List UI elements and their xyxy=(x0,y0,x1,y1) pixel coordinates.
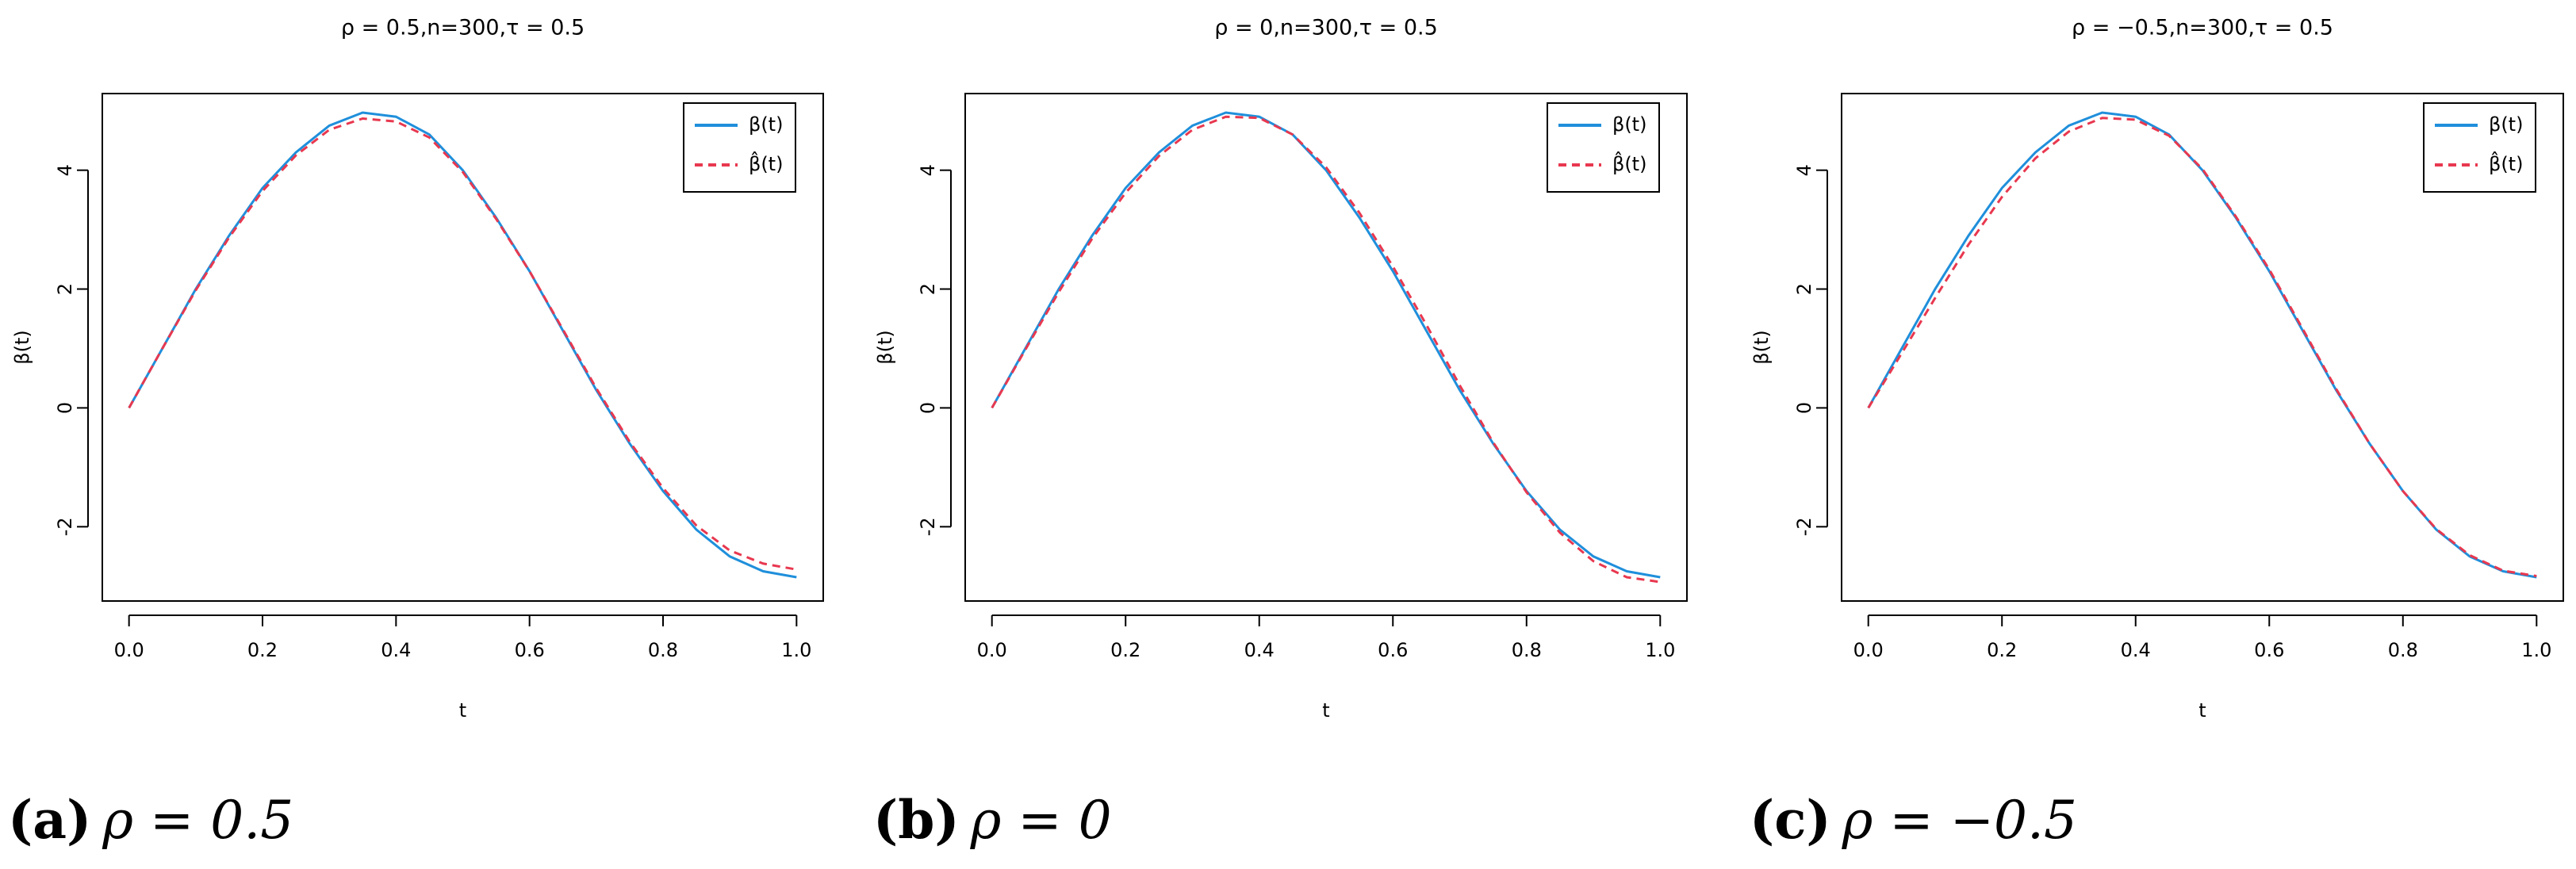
x-tick-label: 0.8 xyxy=(1512,639,1542,661)
caption-text: ρ = 0 xyxy=(970,790,1112,851)
y-tick-label: 2 xyxy=(1793,283,1815,295)
caption: (c) ρ = −0.5 xyxy=(1750,789,2077,851)
chart-title: ρ = 0.5,n=300,τ = 0.5 xyxy=(341,16,585,40)
x-tick-label: 0.6 xyxy=(1378,639,1408,661)
legend-label: β̂(t) xyxy=(2489,151,2523,175)
caption: (b) ρ = 0 xyxy=(873,789,1112,851)
y-tick-label: -2 xyxy=(917,517,939,536)
x-axis-label: t xyxy=(459,699,466,722)
series-line xyxy=(991,115,1661,584)
legend-label: β(t) xyxy=(1612,113,1646,136)
x-axis-label: t xyxy=(2198,699,2206,722)
y-tick-label: 2 xyxy=(917,283,939,295)
y-tick-label: 0 xyxy=(54,402,76,414)
series-line xyxy=(1867,111,2537,579)
x-tick-label: 0.2 xyxy=(1987,639,2017,661)
series-line xyxy=(1867,117,2537,578)
legend-box xyxy=(1547,102,1660,193)
y-axis-label: β(t) xyxy=(1750,330,1773,364)
series-line xyxy=(128,117,797,571)
y-tick-label: 4 xyxy=(1793,164,1815,176)
x-tick-label: 0.2 xyxy=(247,639,278,661)
y-tick-label: 4 xyxy=(917,164,939,176)
x-tick-label: 1.0 xyxy=(2521,639,2551,661)
x-tick-label: 0.6 xyxy=(2254,639,2284,661)
y-tick-label: -2 xyxy=(1793,517,1815,536)
caption-text: ρ = −0.5 xyxy=(1842,790,2077,851)
x-tick-label: 0.8 xyxy=(648,639,678,661)
legend-box xyxy=(2423,102,2536,193)
x-tick-label: 1.0 xyxy=(1645,639,1675,661)
x-tick-label: 0.8 xyxy=(2388,639,2418,661)
y-tick-label: 0 xyxy=(1793,402,1815,414)
x-tick-label: 0.0 xyxy=(1853,639,1884,661)
x-tick-label: 0.2 xyxy=(1110,639,1140,661)
caption-text: ρ = 0.5 xyxy=(102,790,293,851)
chart-title: ρ = 0,n=300,τ = 0.5 xyxy=(1214,16,1438,40)
y-tick-label: -2 xyxy=(54,517,76,536)
x-tick-label: 0.4 xyxy=(1244,639,1275,661)
legend-label: β(t) xyxy=(2489,113,2523,136)
plot-frame xyxy=(1841,93,2564,602)
series-line xyxy=(128,111,797,579)
x-tick-label: 0.6 xyxy=(515,639,545,661)
x-tick-label: 0.4 xyxy=(381,639,411,661)
x-axis-label: t xyxy=(1322,699,1329,722)
legend-label: β̂(t) xyxy=(749,151,783,175)
y-axis-label: β(t) xyxy=(874,330,896,364)
legend-label: β̂(t) xyxy=(1612,151,1646,175)
x-tick-label: 0.4 xyxy=(2121,639,2151,661)
caption-label: (c) xyxy=(1750,789,1831,851)
legend-label: β(t) xyxy=(749,113,783,136)
chart-title: ρ = −0.5,n=300,τ = 0.5 xyxy=(2072,16,2333,40)
legend-box xyxy=(683,102,796,193)
plot-frame xyxy=(964,93,1688,602)
plot-frame xyxy=(102,93,824,602)
series-line xyxy=(991,111,1661,579)
x-tick-label: 0.0 xyxy=(114,639,144,661)
x-tick-label: 1.0 xyxy=(781,639,811,661)
y-axis-label: β(t) xyxy=(11,330,33,364)
x-tick-label: 0.0 xyxy=(977,639,1007,661)
y-tick-label: 0 xyxy=(917,402,939,414)
caption-label: (a) xyxy=(8,789,91,851)
caption-label: (b) xyxy=(873,789,960,851)
caption: (a) ρ = 0.5 xyxy=(8,789,293,851)
y-tick-label: 4 xyxy=(54,164,76,176)
y-tick-label: 2 xyxy=(54,283,76,295)
